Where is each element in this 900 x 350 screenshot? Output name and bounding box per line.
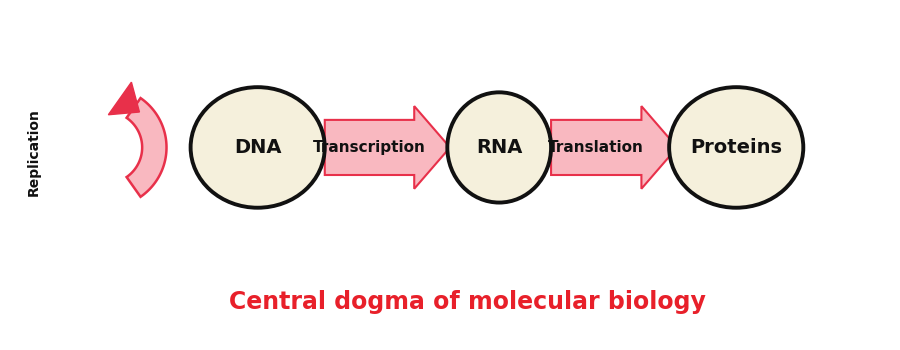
Ellipse shape bbox=[447, 92, 551, 203]
Text: Central dogma of molecular biology: Central dogma of molecular biology bbox=[230, 290, 706, 314]
Text: Translation: Translation bbox=[548, 140, 644, 155]
FancyArrow shape bbox=[325, 106, 450, 189]
Polygon shape bbox=[127, 98, 166, 197]
Text: Proteins: Proteins bbox=[690, 138, 782, 157]
Text: Replication: Replication bbox=[27, 108, 41, 196]
Text: RNA: RNA bbox=[476, 138, 522, 157]
Ellipse shape bbox=[191, 87, 325, 208]
Text: Transcription: Transcription bbox=[313, 140, 426, 155]
Ellipse shape bbox=[669, 87, 804, 208]
Text: DNA: DNA bbox=[234, 138, 282, 157]
Polygon shape bbox=[108, 82, 140, 115]
FancyArrow shape bbox=[551, 106, 677, 189]
